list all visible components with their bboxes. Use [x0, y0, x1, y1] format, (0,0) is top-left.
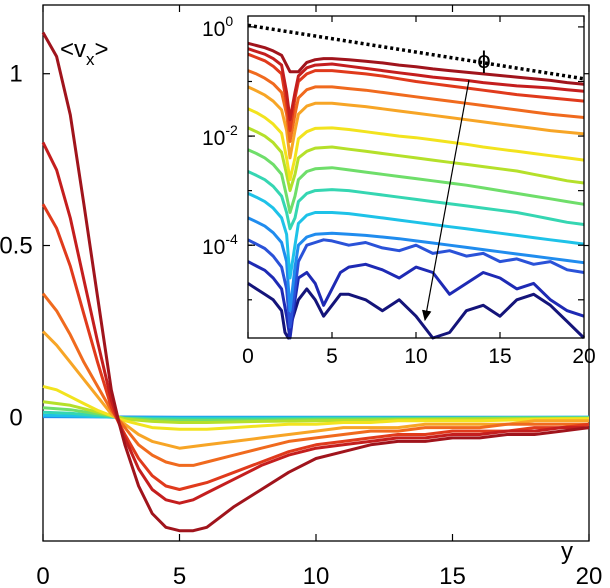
inset-inset-curve-13	[247, 260, 585, 340]
inset-xtick-label: 0	[242, 345, 254, 368]
main-xtick-label: 0	[36, 563, 49, 588]
inset-xtick-label: 15	[488, 345, 511, 368]
inset-inset-curve-1	[247, 41, 585, 86]
inset-reference-line	[247, 23, 585, 81]
inset-inset-curve-9	[247, 170, 585, 231]
main-ticks: 0 5 10 15 20 0 0.5 1	[0, 5, 602, 588]
main-series	[41, 31, 590, 533]
main-curve-5	[41, 330, 589, 450]
phi-annotation: ϕ	[477, 47, 490, 74]
inset-inset-curve-4	[247, 69, 585, 143]
main-curve-6	[42, 384, 590, 431]
inset-ytick-label: 100	[202, 13, 233, 41]
main-curve-1	[41, 31, 590, 533]
inset-inset-curve-14	[247, 282, 586, 340]
main-ytick-label: 1	[9, 61, 22, 88]
main-ylabel-sub: x	[86, 50, 95, 69]
main-xtick-label: 10	[303, 563, 330, 588]
inset-inset-curve-12	[247, 238, 585, 329]
inset-inset-curve-3	[247, 52, 585, 133]
inset-inset-curve-6	[247, 107, 585, 182]
main-ylabel: <vx>	[60, 36, 109, 69]
inset-inset-curve-8	[247, 148, 585, 214]
inset-xtick-label: 20	[572, 345, 595, 368]
main-curve-2	[41, 141, 589, 505]
inset-inset-curve-7	[247, 126, 585, 193]
main-ytick-label: 0	[9, 404, 22, 431]
inset-ytick-label: 10-2	[202, 122, 238, 150]
inset-series	[247, 41, 586, 340]
inset-inset-curve-5	[247, 85, 585, 160]
inset-inset-curve-11	[247, 216, 585, 313]
main-curve-3	[41, 203, 590, 491]
phi-arrow	[422, 79, 470, 322]
main-xtick-label: 15	[439, 563, 466, 588]
inset-ytick-label: 10-4	[202, 231, 238, 259]
inset-xtick-label: 10	[404, 345, 427, 368]
inset-inset-curve-2	[247, 47, 585, 122]
inset-inset-curve-10	[247, 192, 585, 280]
main-xtick-label: 5	[173, 563, 186, 588]
main-xtick-label: 20	[576, 563, 603, 588]
main-xlabel: y	[561, 538, 573, 565]
main-curve-4	[41, 292, 589, 467]
main-ytick-label: 0.5	[0, 233, 33, 260]
inset-background	[248, 16, 584, 338]
inset-ticks: 0 5 10 15 20 100 10-2 10-4	[202, 13, 596, 368]
inset-xtick-label: 5	[326, 345, 338, 368]
